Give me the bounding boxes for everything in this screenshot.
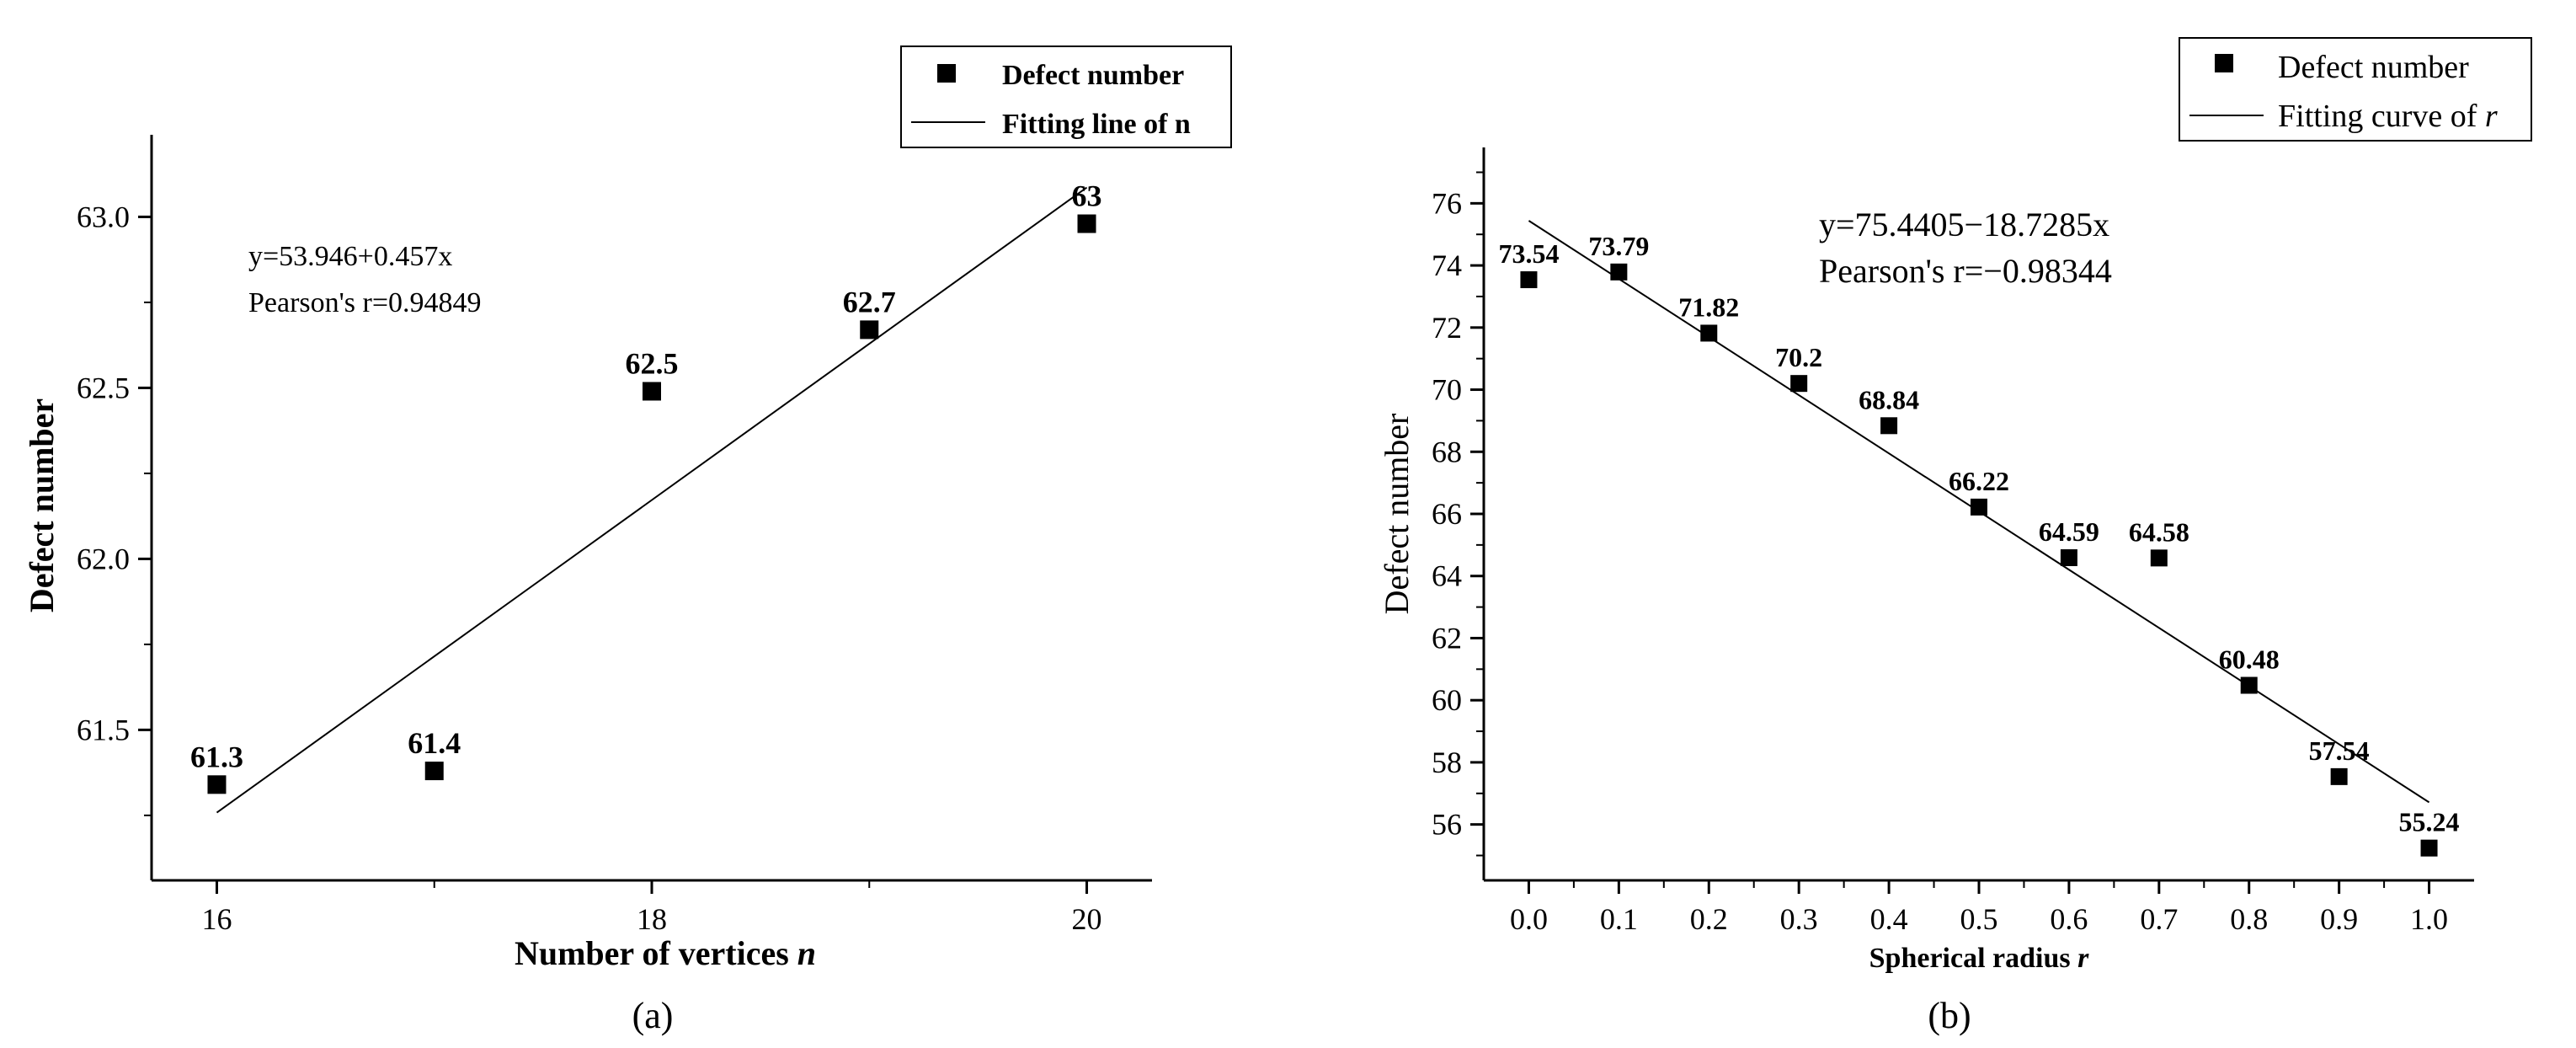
b-x-tick-label: 0.8 bbox=[2230, 902, 2268, 936]
b-data-point bbox=[2060, 548, 2077, 566]
a-data-point bbox=[643, 382, 661, 401]
a-data-label: 61.3 bbox=[190, 740, 243, 773]
panel-b-y-axis-title: Defect number bbox=[1378, 414, 1416, 615]
b-data-point bbox=[1971, 498, 1987, 516]
panel-a-x-axis-title: Number of vertices n bbox=[515, 934, 816, 972]
panel-b-x-axis-title-var: r bbox=[2077, 943, 2089, 974]
b-y-tick-label: 62 bbox=[1432, 621, 1462, 655]
b-data-label: 64.59 bbox=[2039, 516, 2099, 547]
a-x-tick-label: 18 bbox=[637, 902, 667, 936]
panel-b-legend-fit-label: Fitting curve of r bbox=[2278, 99, 2498, 134]
panel-a-legend-series-label: Defect number bbox=[1002, 60, 1184, 91]
b-data-label: 57.54 bbox=[2309, 735, 2370, 766]
panel-a-pearson: Pearson's r=0.94849 bbox=[248, 287, 482, 318]
b-data-point bbox=[2330, 767, 2348, 785]
b-data-point bbox=[1520, 271, 1538, 289]
panel-b-x-axis-title-text: Spherical radius bbox=[1869, 943, 2071, 974]
b-data-label: 73.79 bbox=[1588, 231, 1649, 261]
panel-b-legend-series-label: Defect number bbox=[2278, 50, 2469, 85]
b-data-label: 66.22 bbox=[1949, 466, 2009, 496]
b-x-tick-label: 0.3 bbox=[1780, 902, 1818, 936]
panel-a-legend-fit-label: Fitting line of n bbox=[1002, 109, 1191, 140]
b-data-point bbox=[1880, 417, 1898, 435]
b-data-label: 64.58 bbox=[2129, 516, 2189, 547]
b-data-label: 73.54 bbox=[1498, 238, 1559, 269]
panel-b-x-axis-title: Spherical radius r bbox=[1869, 943, 2089, 974]
b-data-label: 71.82 bbox=[1678, 291, 1739, 322]
a-data-label: 61.4 bbox=[408, 726, 461, 760]
a-x-tick-label: 20 bbox=[1072, 902, 1102, 936]
b-x-tick-label: 0.4 bbox=[1870, 902, 1908, 936]
b-data-label: 70.2 bbox=[1775, 342, 1822, 372]
panel-a-chart: 61.5 62.0 62.5 63.0 16 18 20 61.3 61.4 62.5 62.7… bbox=[23, 45, 1232, 1036]
panel-b-caption: (b) bbox=[1928, 995, 1971, 1036]
a-data-label: 62.7 bbox=[843, 285, 896, 318]
panel-b-chart: 56 58 60 62 64 66 68 70 72 74 76 0.0 0.1 0.2 0.3 0.4 0.… bbox=[1378, 37, 2532, 1036]
b-x-tick-label: 0.6 bbox=[2050, 902, 2088, 936]
a-y-tick-label: 62.0 bbox=[77, 542, 130, 575]
b-y-tick-label: 60 bbox=[1432, 683, 1462, 717]
a-data-point bbox=[207, 775, 227, 794]
panel-b-equation: y=75.4405−18.7285x bbox=[1819, 206, 2109, 243]
b-data-point bbox=[1610, 263, 1628, 281]
panel-b-legend-fit-text: Fitting curve of bbox=[2278, 99, 2485, 134]
a-data-point bbox=[860, 320, 879, 340]
b-data-label: 60.48 bbox=[2219, 644, 2280, 674]
b-y-tick-label: 66 bbox=[1432, 497, 1462, 531]
panel-a-caption: (a) bbox=[632, 995, 674, 1036]
b-x-tick-label: 0.9 bbox=[2320, 902, 2358, 936]
b-y-tick-label: 68 bbox=[1432, 435, 1462, 468]
panel-a-legend-marker bbox=[937, 64, 956, 83]
a-fit-line bbox=[216, 186, 1088, 814]
b-y-tick-label: 56 bbox=[1432, 808, 1462, 842]
panel-a-x-axis-title-var: n bbox=[797, 934, 816, 972]
panel-b-legend-box bbox=[2179, 37, 2532, 142]
panel-a-x-axis-title-text: Number of vertices bbox=[515, 934, 789, 972]
b-data-point bbox=[2150, 549, 2168, 567]
b-y-tick-label: 70 bbox=[1432, 373, 1462, 407]
a-data-point bbox=[424, 762, 444, 781]
b-y-tick-label: 74 bbox=[1432, 249, 1462, 282]
b-x-tick-label: 1.0 bbox=[2410, 902, 2448, 936]
b-x-tick-label: 0.1 bbox=[1600, 902, 1638, 936]
panel-b-legend: Defect number Fitting curve of r bbox=[2179, 37, 2532, 142]
b-x-tick-label: 0.2 bbox=[1690, 902, 1728, 936]
b-x-tick-label: 0.0 bbox=[1510, 902, 1548, 936]
b-y-tick-label: 76 bbox=[1432, 186, 1462, 220]
b-x-tick-label: 0.7 bbox=[2140, 902, 2178, 936]
b-data-point bbox=[2240, 676, 2258, 694]
panel-a-equation: y=53.946+0.457x bbox=[248, 241, 452, 272]
b-x-tick-label: 0.5 bbox=[1960, 902, 1998, 936]
b-y-tick-label: 64 bbox=[1432, 559, 1462, 593]
a-data-point bbox=[1077, 214, 1096, 233]
b-y-tick-label: 72 bbox=[1432, 311, 1462, 345]
panel-b-legend-marker bbox=[2215, 54, 2233, 72]
b-y-tick-label: 58 bbox=[1432, 746, 1462, 779]
b-data-label: 68.84 bbox=[1859, 384, 1919, 414]
panel-a-legend-box bbox=[900, 45, 1232, 148]
a-y-tick-label: 63.0 bbox=[77, 200, 130, 233]
a-data-label: 63 bbox=[1072, 179, 1102, 213]
panel-a-y-axis-title: Defect number bbox=[23, 398, 61, 612]
panel-b-pearson: Pearson's r=−0.98344 bbox=[1819, 252, 2112, 290]
a-data-label: 62.5 bbox=[626, 346, 679, 380]
panel-b-legend-fit-var: r bbox=[2485, 99, 2498, 134]
b-data-point bbox=[2420, 839, 2438, 857]
a-y-tick-label: 61.5 bbox=[77, 713, 130, 746]
a-y-tick-label: 62.5 bbox=[77, 371, 130, 404]
panel-a-legend: Defect number Fitting line of n bbox=[900, 45, 1232, 148]
b-data-point bbox=[1790, 375, 1808, 393]
a-x-tick-label: 16 bbox=[201, 902, 232, 936]
b-data-point bbox=[1700, 324, 1718, 342]
b-data-label: 55.24 bbox=[2399, 807, 2460, 837]
